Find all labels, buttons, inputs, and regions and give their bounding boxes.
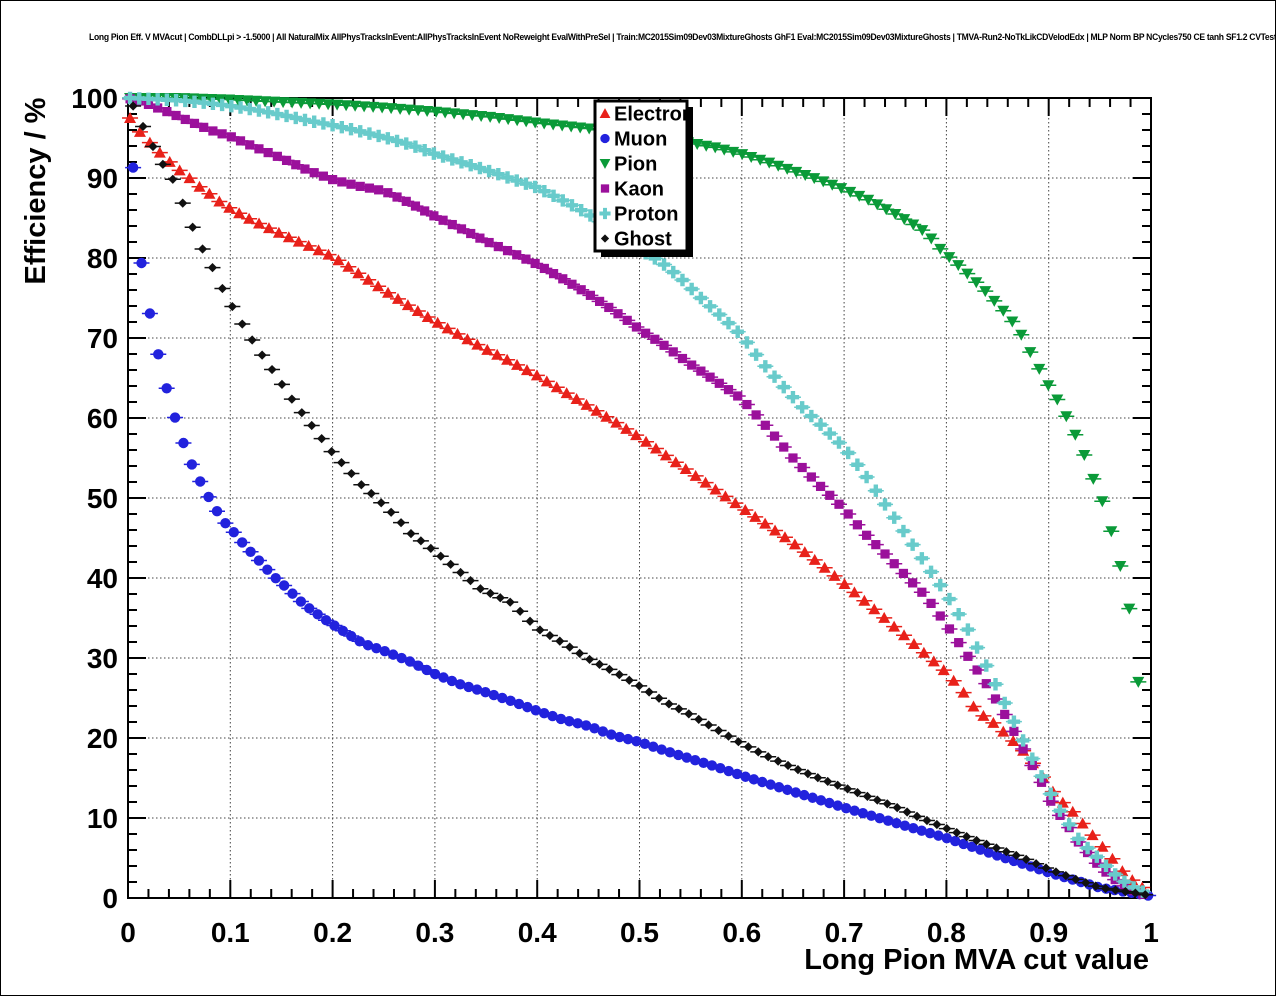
y-tick-label: 20: [87, 723, 118, 754]
x-tick-label: 0.3: [415, 917, 454, 948]
series-electron: [122, 112, 1151, 893]
x-tick-label: 0.8: [927, 917, 966, 948]
legend-item-muon: Muon: [600, 129, 667, 151]
x-tick-label: 0.1: [211, 917, 250, 948]
legend-item-ghost: Ghost: [600, 229, 672, 251]
y-tick-label: 30: [87, 643, 118, 674]
x-tick-label: 0: [120, 917, 136, 948]
y-tick-label: 100: [71, 83, 118, 114]
y-tick-label: 90: [87, 163, 118, 194]
series-muon: [125, 162, 1157, 901]
plot-frame: [127, 97, 1152, 899]
x-tick-label: 0.5: [620, 917, 659, 948]
legend-item-label: Electron: [614, 104, 694, 126]
y-tick-label: 80: [87, 243, 118, 274]
data-series: [122, 91, 1157, 901]
legend: Electron Muon Pion Kaon Proton Ghost: [593, 99, 694, 257]
y-axis-title: Efficiency / %: [20, 97, 52, 284]
y-tick-label: 10: [87, 803, 118, 834]
legend-box: [593, 99, 689, 253]
x-tick-label: 1: [1143, 917, 1159, 948]
legend-item-proton: Proton: [599, 204, 678, 226]
x-axis-tick-labels: 0 0.1 0.2 0.3 0.4 0.5 0.6 0.7 0.8 0.9 1: [120, 917, 1159, 948]
y-tick-label: 40: [87, 563, 118, 594]
plot-header-title: Long Pion Eff. V MVAcut | CombDLLpi > -1…: [89, 32, 1276, 42]
y-tick-label: 60: [87, 403, 118, 434]
series-ghost: [125, 101, 1154, 900]
x-tick-label: 0.7: [825, 917, 864, 948]
x-tick-label: 0.2: [313, 917, 352, 948]
legend-item-electron: Electron: [599, 104, 694, 126]
legend-item-label: Muon: [614, 129, 667, 151]
legend-item-pion: Pion: [599, 154, 657, 176]
y-tick-label: 0: [102, 883, 118, 914]
x-tick-label: 0.9: [1029, 917, 1068, 948]
x-tick-label: 0.4: [518, 917, 557, 948]
legend-item-label: Kaon: [614, 179, 664, 201]
legend-item-kaon: Kaon: [600, 179, 664, 201]
x-tick-label: 0.6: [722, 917, 761, 948]
axis-ticks: [127, 97, 1152, 899]
y-axis-tick-labels: 0 10 20 30 40 50 60 70 80 90 100: [71, 83, 118, 914]
y-tick-label: 70: [87, 323, 118, 354]
legend-item-label: Ghost: [614, 229, 672, 251]
legend-item-label: Pion: [614, 154, 657, 176]
x-axis-title: Long Pion MVA cut value: [804, 944, 1149, 976]
y-tick-label: 50: [87, 483, 118, 514]
legend-item-label: Proton: [614, 204, 678, 226]
